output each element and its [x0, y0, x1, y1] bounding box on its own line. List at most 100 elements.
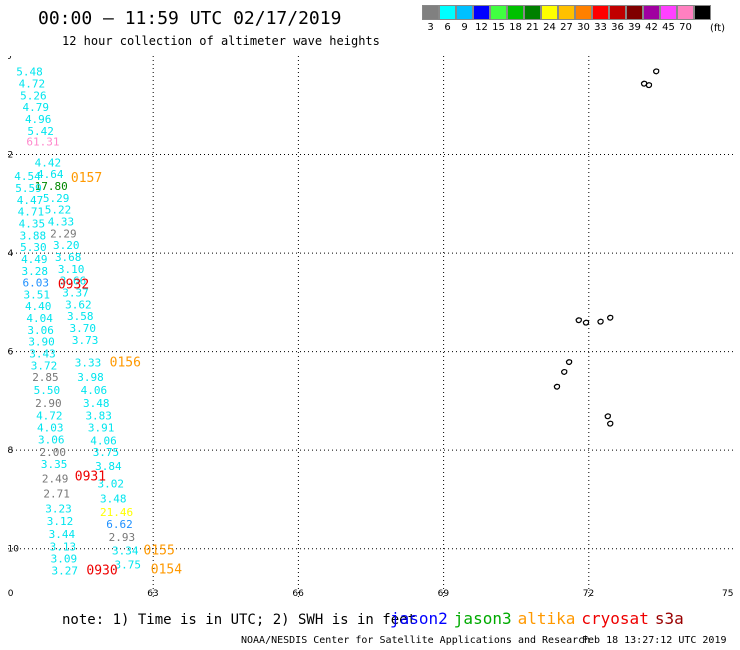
swh-value: 5.29	[43, 192, 70, 205]
swh-value: 2.71	[43, 487, 70, 500]
legend-swatch	[558, 5, 575, 20]
swh-value: 3.10	[58, 263, 85, 276]
swh-value: 3.33	[75, 356, 102, 369]
x-tick-label: 72	[583, 589, 594, 598]
island-outline	[604, 413, 612, 420]
swh-value: 5.42	[27, 125, 54, 138]
legend-color-bar	[422, 5, 711, 20]
x-tick-label: 69	[438, 589, 450, 598]
island-outline	[575, 317, 582, 324]
swh-value: 2.49	[42, 473, 69, 486]
legend-label: 27	[560, 22, 573, 33]
swh-value: 3.09	[51, 553, 77, 566]
legend-swatch	[626, 5, 643, 20]
legend-swatch	[507, 5, 524, 20]
swh-value: 5.50	[34, 384, 61, 397]
x-tick-label: 63	[147, 589, 158, 598]
swh-value: 3.62	[65, 298, 92, 311]
y-tick-label: −10	[8, 545, 19, 555]
legend-swatch	[439, 5, 456, 20]
swh-value: 4.79	[23, 101, 50, 114]
swh-value: 4.06	[81, 384, 108, 397]
generated-timestamp: Feb 18 13:27:12 UTC 2019	[582, 635, 727, 646]
legend-label: 12	[475, 22, 488, 33]
swh-value: 4.72	[19, 78, 46, 91]
legend-swatch	[524, 5, 541, 20]
y-tick-label: −6	[8, 348, 14, 358]
swh-value: 4.06	[90, 434, 117, 447]
legend-swatch	[456, 5, 473, 20]
y-tick-label: −8	[8, 446, 14, 456]
swh-value: 3.37	[62, 286, 89, 299]
map-subtitle: 12 hour collection of altimeter wave hei…	[62, 34, 380, 48]
x-tick-label: 75	[722, 589, 733, 598]
swh-value: 3.12	[47, 515, 74, 528]
swh-value: 3.91	[88, 421, 115, 434]
swh-value: 3.68	[55, 251, 82, 264]
satellite-jason3: jason3	[453, 609, 512, 628]
swh-value: 3.73	[72, 334, 99, 347]
legend-label: 9	[461, 22, 468, 33]
swh-value: 5.30	[20, 241, 46, 254]
swh-value: 5.48	[16, 66, 43, 79]
legend-unit: (ft)	[710, 23, 726, 34]
legend-swatch	[677, 5, 694, 20]
legend-label: 30	[577, 22, 590, 33]
swh-value: 3.20	[53, 239, 80, 252]
legend-swatch	[660, 5, 677, 20]
legend-labels: 3 6 9 12 15 18 21 24 27 30 33 36 39 42 45 70	[422, 20, 711, 34]
swh-value: 2.29	[50, 227, 77, 240]
swh-value: 3.34	[112, 545, 139, 558]
swh-value: 3.44	[49, 528, 76, 541]
swh-value: 4.42	[35, 156, 62, 169]
swh-value: 3.02	[98, 478, 125, 491]
swh-value: 3.72	[31, 359, 58, 372]
legend-swatch	[422, 5, 439, 20]
swh-value: 3.48	[83, 397, 110, 410]
wave-height-legend: 3 6 9 12 15 18 21 24 27 30 33 36 39 42 45 70 (ft)	[422, 5, 725, 34]
legend-label: 70	[679, 22, 692, 33]
legend-label: 45	[662, 22, 675, 33]
legend-swatch	[643, 5, 660, 20]
legend-label: 39	[628, 22, 641, 33]
swh-value: 3.70	[69, 322, 96, 335]
swh-value: 3.58	[67, 310, 94, 323]
swh-value: 5.26	[20, 89, 46, 102]
swh-value: 4.03	[37, 421, 64, 434]
swh-value: 3.06	[27, 324, 54, 337]
footer-note: note: 1) Time is in UTC; 2) SWH is in fe…	[62, 612, 417, 628]
legend-label: 24	[543, 22, 556, 33]
swh-value: 21.46	[100, 506, 133, 519]
legend-label: 21	[526, 22, 539, 33]
swh-value: 4.72	[36, 410, 63, 423]
swh-value: 3.35	[41, 458, 68, 471]
pass-time-label: 0930	[86, 563, 117, 578]
swh-value: 2.90	[35, 397, 62, 410]
swh-value: 3.06	[38, 433, 64, 446]
island-outline	[652, 68, 660, 75]
island-outline	[565, 359, 573, 366]
legend-swatch	[490, 5, 507, 20]
pass-time-label: 0157	[71, 171, 102, 186]
island-outline	[553, 383, 561, 390]
legend-swatch	[473, 5, 490, 20]
altimeter-map: 6063666972750−2−4−6−8−105.484.725.264.79…	[8, 56, 734, 598]
swh-value: 5.22	[45, 204, 71, 217]
legend-label: 15	[492, 22, 505, 33]
pass-time-label: 0156	[110, 355, 141, 370]
swh-value: 3.13	[50, 541, 77, 554]
swh-value: 4.54	[14, 170, 41, 183]
island-outline	[597, 318, 604, 325]
legend-label: 6	[444, 22, 451, 33]
swh-value: 2.85	[32, 371, 59, 384]
legend-label: 18	[509, 22, 522, 33]
swh-value: 3.88	[20, 229, 47, 242]
swh-value: 3.66	[60, 275, 86, 288]
swh-value: 4.47	[17, 194, 43, 207]
map-title: 00:00 – 11:59 UTC 02/17/2019	[38, 8, 342, 29]
swh-value: 61.31	[26, 136, 59, 149]
swh-value: 4.40	[25, 300, 52, 313]
y-tick-label: −2	[8, 151, 13, 161]
island-outline	[645, 82, 653, 89]
swh-value: 4.04	[26, 312, 53, 325]
